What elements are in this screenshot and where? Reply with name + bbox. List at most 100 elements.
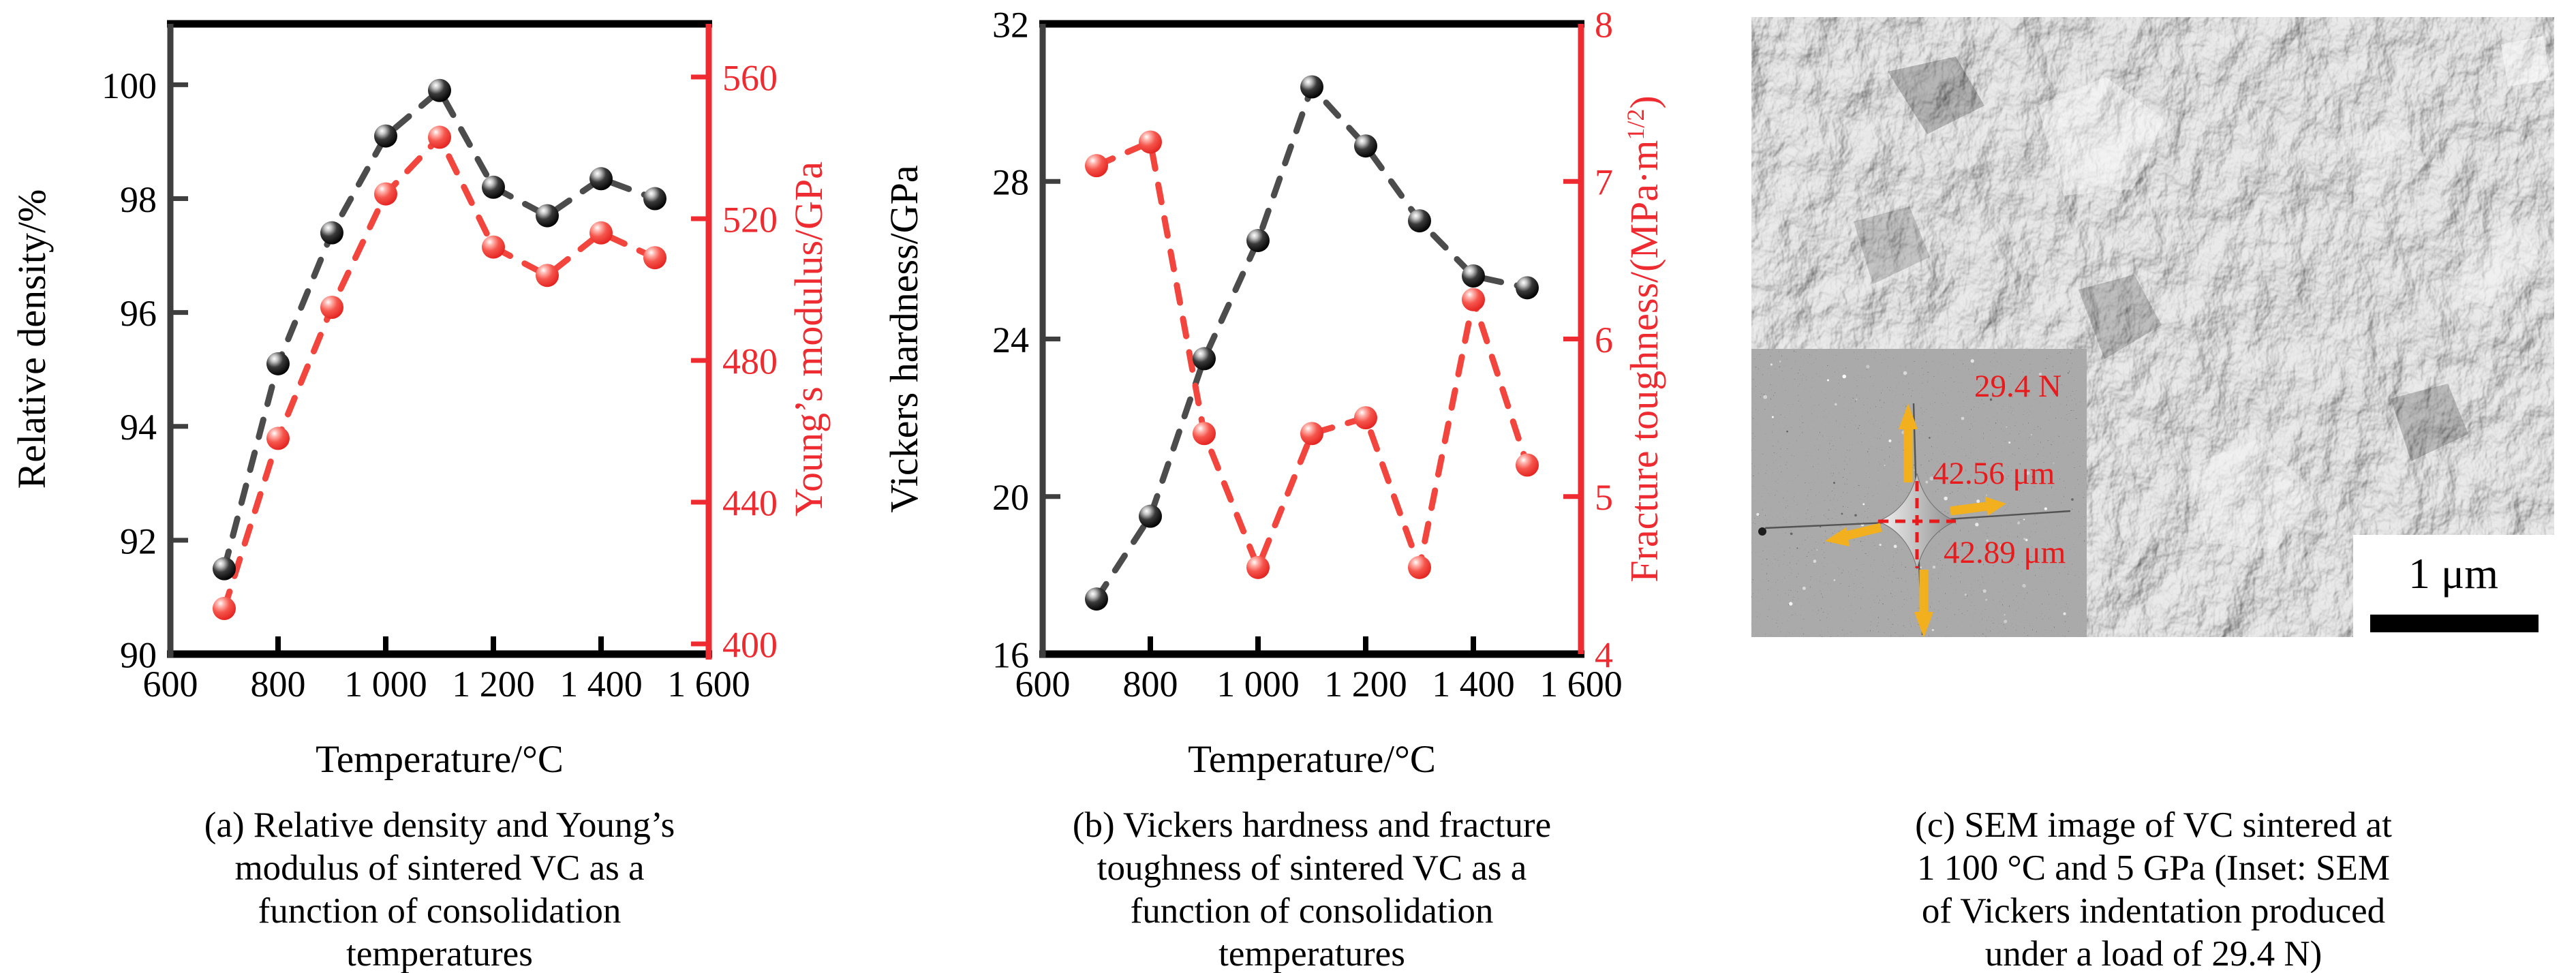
left-axis-tick-label: 94 [120, 407, 157, 448]
data-point-relative-density [643, 187, 666, 211]
data-point-young-s-modulus [374, 182, 397, 206]
data-point-fracture-toughness [1300, 422, 1323, 446]
data-point-relative-density [266, 352, 290, 375]
vickers-indentation-inset: 29.4 N 42.56 μm 42.89 μm [1751, 349, 2087, 638]
caption-b-line: toughness of sintered VC as a [1097, 848, 1527, 888]
x-axis-tick-label: 800 [251, 664, 306, 705]
x-axis-tick-label: 1 400 [1432, 664, 1515, 705]
axes: 90 92 94 96 98 100 400 440 480 520 560 600 800 1 000 1… [10, 57, 831, 705]
data-point-young-s-modulus [589, 221, 613, 245]
left-axis-title: Relative density/% [10, 189, 54, 489]
arrow-left-icon [1825, 527, 1850, 546]
data-point-fracture-toughness [1408, 555, 1431, 579]
right-axis-tick-label: 480 [722, 341, 778, 382]
data-point-relative-density [536, 204, 559, 228]
data-point-fracture-toughness [1246, 555, 1270, 579]
caption-c-line: (c) SEM image of VC sintered at [1915, 805, 2392, 845]
left-axis-tick-label: 28 [992, 162, 1029, 203]
series-line-relative-density [221, 85, 658, 572]
left-axis-tick-label: 24 [992, 320, 1029, 360]
right-axis-tick-label: 5 [1595, 477, 1613, 518]
x-axis-tick-label: 600 [1015, 664, 1071, 705]
data-point-vickers-hardness [1354, 134, 1377, 158]
right-axis-tick-label: 400 [722, 624, 778, 665]
indent-diagonal-1-label: 42.56 μm [1933, 456, 2055, 491]
right-axis-title: Young’s modulus/GPa [786, 161, 831, 516]
plot-frame [167, 20, 712, 660]
right-axis-tick-label: 6 [1595, 320, 1613, 360]
series-group [1085, 75, 1539, 611]
series-line-fracture-toughness [1093, 138, 1531, 579]
caption-b-line: (b) Vickers hardness and fracture [1072, 805, 1552, 845]
right-axis-tick-label: 560 [722, 57, 778, 98]
data-point-fracture-toughness [1085, 154, 1108, 178]
caption-a: (a) Relative density and Young’s modulus… [41, 804, 838, 973]
data-point-young-s-modulus [320, 296, 343, 319]
x-axis-tick-label: 600 [143, 664, 198, 705]
indent-load-label: 29.4 N [1974, 369, 2061, 404]
caption-c: (c) SEM image of VC sintered at 1 100 °C… [1772, 804, 2535, 973]
data-point-vickers-hardness [1193, 347, 1216, 371]
data-point-fracture-toughness [1516, 453, 1539, 477]
arrow-up-icon [1899, 403, 1918, 429]
data-point-relative-density [589, 167, 613, 191]
data-point-fracture-toughness [1193, 422, 1216, 446]
x-axis-tick-label: 1 000 [344, 664, 427, 705]
series-line-vickers-hardness [1093, 80, 1531, 602]
data-point-vickers-hardness [1085, 587, 1108, 611]
chart-vickers-hardness-fracture-toughness: 16 20 24 28 32 4 5 6 7 8 600 800 1 000 1 200 1 400 1 60… [882, 4, 1666, 705]
caption-c-line: 1 100 °C and 5 GPa (Inset: SEM [1917, 848, 2390, 888]
left-axis-tick-label: 92 [120, 521, 157, 561]
x-axis-tick-label: 1 400 [559, 664, 643, 705]
data-point-vickers-hardness [1139, 504, 1162, 528]
data-point-young-s-modulus [266, 427, 290, 450]
right-axis-tick-label: 7 [1595, 162, 1613, 203]
data-point-fracture-toughness [1462, 288, 1485, 311]
caption-b-line: function of consolidation [1130, 891, 1494, 931]
series-line-young-s-modulus [221, 132, 658, 612]
diagonal-dashed-lines [1878, 481, 1956, 568]
data-point-young-s-modulus [213, 597, 236, 620]
left-axis-title: Vickers hardness/GPa [882, 165, 926, 512]
data-point-relative-density [428, 78, 451, 102]
arrow-right-icon [1985, 497, 2006, 516]
caption-b: (b) Vickers hardness and fracture toughn… [913, 804, 1711, 973]
data-point-fracture-toughness [1354, 406, 1377, 430]
crack-direction-arrows [1825, 403, 2006, 638]
left-axis-tick-label: 98 [120, 179, 157, 220]
left-axis-tick-label: 20 [992, 477, 1029, 518]
sem-image-panel: 29.4 N 42.56 μm 42.89 μm 1 μm [1751, 17, 2554, 640]
data-point-young-s-modulus [643, 246, 666, 270]
x-axis-tick-label: 1 600 [1539, 664, 1623, 705]
right-axis-title: Fracture toughness/(MPa·m1/2) [1622, 95, 1666, 583]
caption-c-line: under a load of 29.4 N) [1984, 934, 2322, 973]
caption-c-line: of Vickers indentation produced [1921, 891, 2386, 931]
sem-micrograph: 29.4 N 42.56 μm 42.89 μm 1 μm [1751, 17, 2554, 638]
chart-a-x-axis-title: Temperature/°C [316, 738, 564, 781]
data-point-relative-density [374, 124, 397, 148]
x-axis-tick-label: 1 200 [452, 664, 535, 705]
data-point-relative-density [320, 221, 343, 245]
data-point-fracture-toughness [1139, 130, 1162, 154]
data-point-vickers-hardness [1516, 276, 1539, 300]
caption-b-line: temperatures [1218, 934, 1405, 973]
data-point-vickers-hardness [1300, 75, 1323, 99]
right-axis-tick-label: 520 [722, 199, 778, 240]
right-axis-tick-label: 4 [1595, 634, 1613, 675]
inset-measurements: 29.4 N 42.56 μm 42.89 μm [1933, 369, 2066, 570]
left-axis-tick-label: 100 [102, 65, 157, 106]
caption-a-line: modulus of sintered VC as a [234, 848, 645, 888]
chart-b-x-axis-title: Temperature/°C [1188, 738, 1436, 781]
scale-bar-line [2370, 615, 2539, 632]
data-point-young-s-modulus [428, 125, 451, 149]
x-axis-tick-label: 800 [1123, 664, 1178, 705]
left-axis-tick-label: 16 [992, 634, 1029, 675]
chart-relative-density-youngs-modulus: 90 92 94 96 98 100 400 440 480 520 560 600 800 1 000 1… [10, 20, 831, 705]
data-point-vickers-hardness [1408, 209, 1431, 233]
caption-a-line: temperatures [346, 934, 533, 973]
left-axis-tick-label: 90 [120, 634, 157, 675]
data-point-relative-density [213, 557, 236, 581]
inset-speckles [1756, 359, 2074, 632]
data-point-young-s-modulus [482, 235, 505, 259]
